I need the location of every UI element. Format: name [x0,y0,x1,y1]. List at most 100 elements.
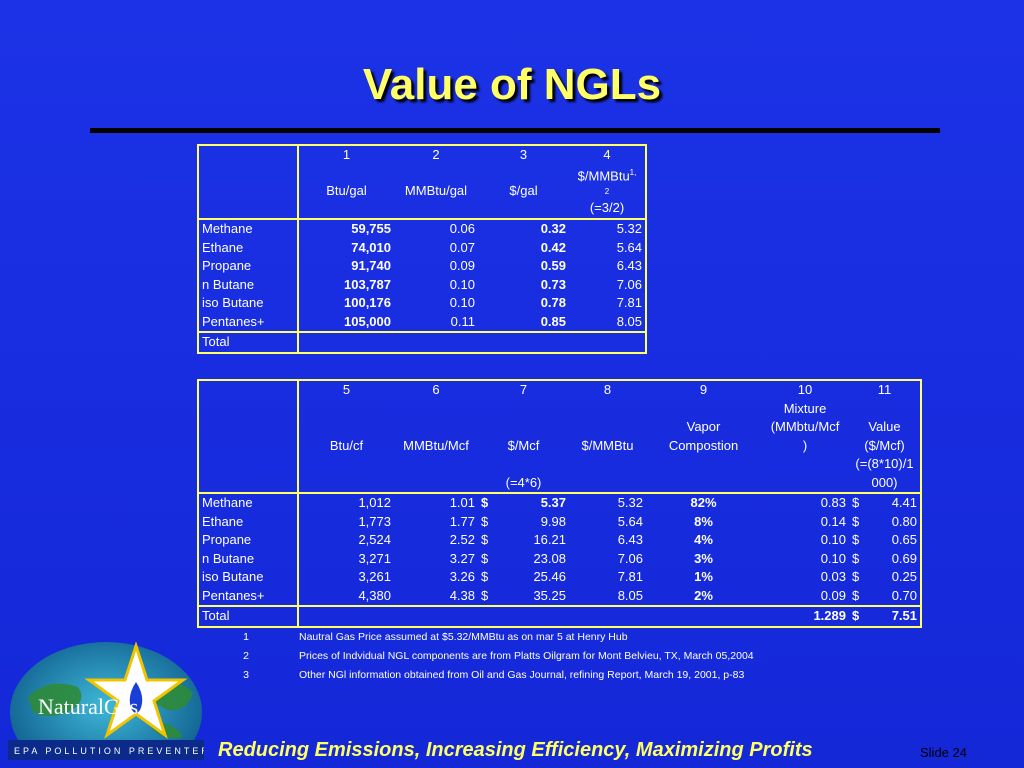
row-label: Ethane [202,239,244,255]
cell-mmbtu-mcf: 2.52 [449,532,475,547]
table-total-row: Total 1.289 $ 7.51 [198,606,921,627]
cell-mixture: 0.03 [820,569,846,584]
cell-value-amount: 0.25 [891,569,917,584]
cell-btu-gal: 105,000 [297,312,394,332]
cell-mixture: 0.10 [820,532,846,547]
col-unit: $/MMBtu [581,437,634,453]
col-unit: Btu/gal [326,183,367,198]
cell-value-amount: 0.65 [891,532,917,547]
col-number: 8 [603,382,612,397]
col-unit: $/gal [509,183,538,198]
footnote-number: 3 [243,668,249,681]
cell-usd-mmbtu: 6.43 [617,532,643,547]
cell-usd-mmbtu: 7.81 [616,295,642,310]
cell-usd-mcf: $23.08 [478,550,569,569]
cell-usd-mcf-value: 23.08 [533,550,566,566]
cell-btu-cf: 2,524 [297,531,394,550]
cell-mixture: 0.14 [820,513,846,529]
table1-corner [198,145,298,219]
ngl-per-gallon-table: 1 Btu/gal 2 MMBtu/gal 3 $/gal 4 $/MMBtu1… [197,144,647,354]
currency-symbol: $ [852,532,860,547]
cell-mmbtu-mcf: 4.38 [449,587,475,603]
cell-mmbtu-mcf: 1.77 [449,513,475,529]
row-label: iso Butane [202,295,264,310]
logo-banner-text: EPA POLLUTION PREVENTER [14,746,204,756]
col-unit: $/MMBtu1, [577,168,637,184]
currency-symbol: $ [481,587,489,603]
cell-usd-mmbtu: 5.32 [617,495,643,510]
total-value: 7.51 [891,608,917,623]
cell-usd-gal: 0.32 [540,221,566,236]
currency-symbol: $ [852,569,860,584]
cell-usd-mmbtu: 5.64 [616,239,642,255]
footer-tagline: Reducing Emissions, Increasing Efficienc… [218,739,813,761]
cell-value: $0.69 [849,550,921,569]
footnote-number: 1 [243,630,249,643]
currency-symbol: $ [481,513,489,529]
row-label: Total [202,334,230,349]
row-label: Propane [202,258,252,273]
cell-value: $0.25 [849,568,921,587]
cell-usd-gal: 0.59 [540,258,566,273]
col-unit: MMBtu/Mcf [403,437,469,453]
currency-symbol: $ [481,569,489,584]
footnote: 3 Other NGl information obtained from Oil… [236,665,754,684]
currency-symbol: $ [481,495,489,510]
table2-corner [198,380,298,493]
table-row: n Butane 3,271 3.27 $23.08 7.06 3% 0.10 $0.69 [198,549,921,569]
col-formula: 000) [871,474,898,490]
cell-usd-mcf: $25.46 [478,568,569,587]
col-number: 7 [519,382,528,397]
table2-header-row: 5 Btu/cf 6 MMBtu/Mcf 7 $/Mcf (=4*6) 8 $/… [198,380,921,493]
col-unit: MMBtu/gal [404,183,468,198]
currency-symbol: $ [852,587,860,603]
slide-title: Value of NGLs [362,60,662,109]
cell-mmbtu-gal: 0.06 [449,221,475,236]
row-label: n Butane [202,276,255,292]
title-divider [90,128,940,133]
cell-usd-mmbtu: 5.32 [616,221,642,236]
cell-value-amount: 0.80 [891,513,917,529]
table-row: iso Butane 3,261 3.26 $25.46 7.81 1% 0.03 $0.25 [198,568,921,587]
cell-mmbtu-mcf: 1.01 [449,495,475,510]
row-label: Total [202,608,230,623]
cell-usd-mcf: $16.21 [478,531,569,550]
col-unit: ($/Mcf) [864,437,905,453]
row-label: Methane [202,221,253,236]
col-unit: $/Mcf [507,437,540,453]
cell-mmbtu-gal: 0.07 [449,239,475,255]
cell-mmbtu-mcf: 3.26 [449,569,475,584]
cell-usd-mcf-value: 5.37 [540,495,566,510]
col-unit: ) [802,437,808,453]
cell-value: $0.70 [849,587,921,607]
table-row: Pentanes+ 105,000 0.11 0.85 8.05 [198,312,646,332]
table1-header-row: 1 Btu/gal 2 MMBtu/gal 3 $/gal 4 $/MMBtu1… [198,145,646,219]
col-unit: Vapor [686,419,721,434]
table-row: Ethane 1,773 1.77 $9.98 5.64 8% 0.14 $0.80 [198,512,921,531]
cell-btu-cf: 3,261 [297,568,394,587]
table-row: Methane 1,012 1.01 $5.37 5.32 82% 0.83 $4.41 [198,493,921,513]
ngl-per-mcf-table: 5 Btu/cf 6 MMBtu/Mcf 7 $/Mcf (=4*6) 8 $/… [197,379,922,628]
cell-btu-gal: 74,010 [297,238,394,257]
cell-vapor-composition: 4% [694,532,713,547]
col-number: 4 [603,147,611,162]
cell-usd-gal: 0.42 [540,239,566,255]
table-row: Ethane 74,010 0.07 0.42 5.64 [198,238,646,257]
cell-value-amount: 0.69 [891,550,917,566]
cell-btu-cf: 4,380 [297,586,394,606]
footnote-text: Nautral Gas Price assumed at $5.32/MMBtu… [299,630,628,643]
cell-mmbtu-gal: 0.10 [449,295,475,310]
footnote-text: Other NGl information obtained from Oil … [299,668,745,681]
cell-vapor-composition: 1% [694,569,713,584]
cell-mixture: 0.09 [820,587,846,603]
cell-usd-mmbtu: 6.43 [616,258,642,273]
cell-usd-gal: 0.85 [540,313,566,329]
table-row: Methane 59,755 0.06 0.32 5.32 [198,219,646,239]
cell-usd-mmbtu: 8.05 [616,313,642,329]
footnote: 1 Nautral Gas Price assumed at $5.32/MMBt… [236,627,754,646]
currency-symbol: $ [852,495,860,510]
cell-btu-cf: 1,773 [297,512,394,531]
cell-usd-gal: 0.73 [540,276,566,292]
cell-usd-mmbtu: 7.06 [617,550,643,566]
cell-btu-gal: 103,787 [297,275,394,294]
